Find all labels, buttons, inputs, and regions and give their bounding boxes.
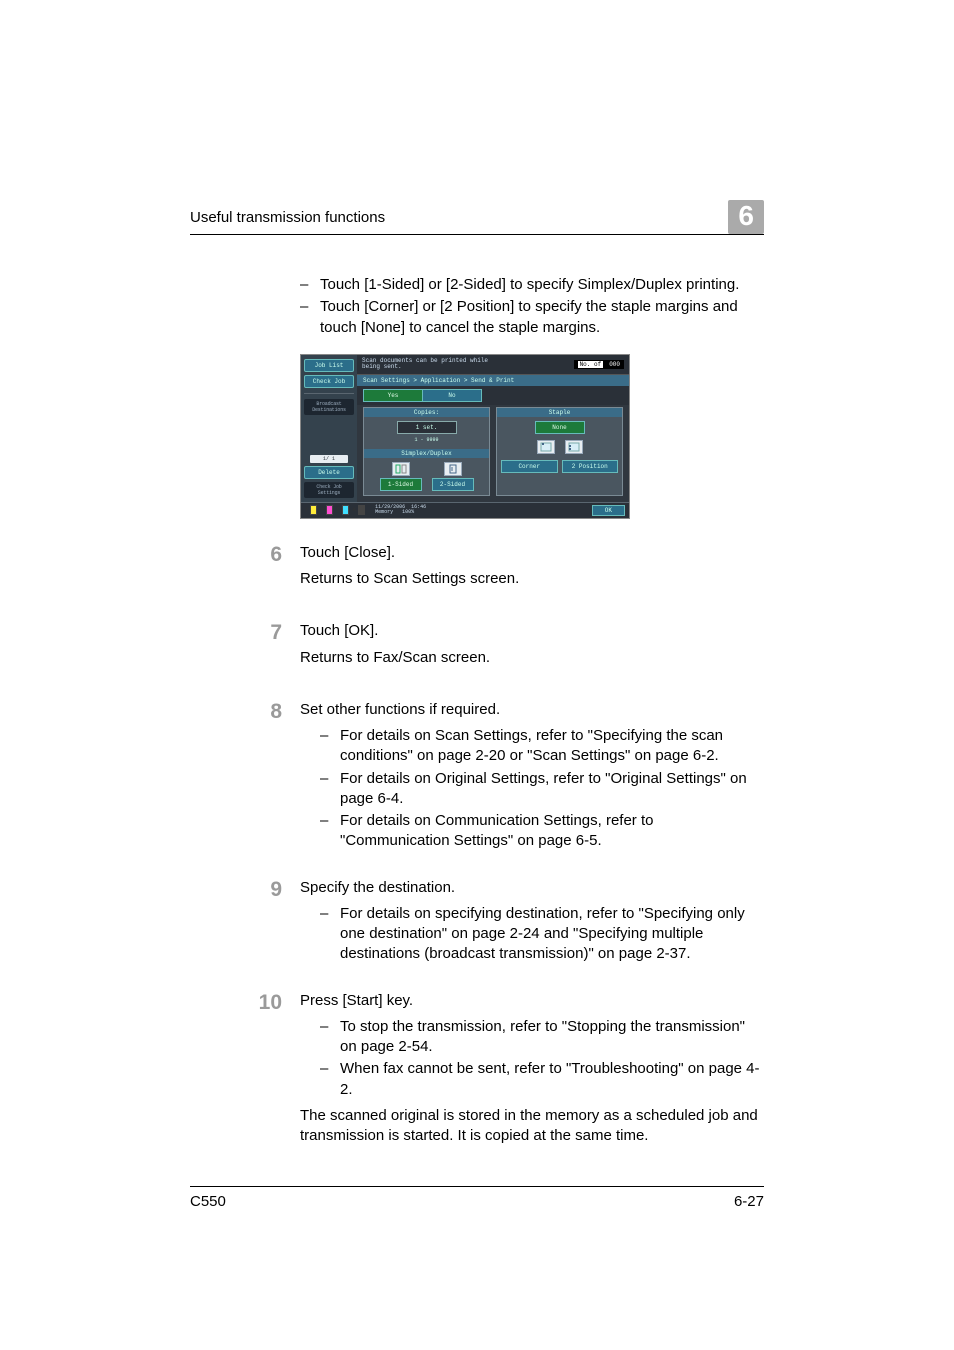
intro-bullet: – Touch [Corner] or [2 Position] to spec… bbox=[300, 297, 764, 338]
footer-page: 6-27 bbox=[734, 1193, 764, 1210]
staple-2position-icon bbox=[565, 440, 583, 454]
staple-none-button[interactable]: None bbox=[535, 421, 585, 434]
step-number: 8 bbox=[190, 700, 300, 854]
check-job-settings-button[interactable]: Check Job Settings bbox=[304, 482, 354, 498]
yes-button[interactable]: Yes bbox=[363, 389, 423, 402]
step-9: 9 Specify the destination. –For details … bbox=[190, 878, 764, 967]
staple-2position-button[interactable]: 2 Position bbox=[562, 460, 619, 473]
step-main-text: Specify the destination. bbox=[300, 878, 764, 898]
no-button[interactable]: No bbox=[422, 389, 482, 402]
bullet-dash-icon: – bbox=[320, 1017, 340, 1058]
staple-panel: Staple None bbox=[496, 407, 623, 496]
page-footer: C550 6-27 bbox=[190, 1186, 764, 1210]
step-bullet-text: For details on specifying destination, r… bbox=[340, 904, 764, 965]
header-title: Useful transmission functions bbox=[190, 209, 385, 226]
job-list-button[interactable]: Job List bbox=[304, 359, 354, 372]
toner-m-icon bbox=[326, 505, 333, 515]
toner-y-label: Y bbox=[305, 507, 308, 513]
step-main-text: Press [Start] key. bbox=[300, 991, 764, 1011]
intro-bullet-text: Touch [1-Sided] or [2-Sided] to specify … bbox=[320, 275, 764, 295]
intro-bullet: – Touch [1-Sided] or [2-Sided] to specif… bbox=[300, 275, 764, 295]
step-main-text: Set other functions if required. bbox=[300, 700, 764, 720]
toner-y-icon bbox=[310, 505, 317, 515]
simplex-duplex-title: Simplex/Duplex bbox=[364, 449, 489, 458]
step-10: 10 Press [Start] key. –To stop the trans… bbox=[190, 991, 764, 1147]
page-body: – Touch [1-Sided] or [2-Sided] to specif… bbox=[190, 275, 764, 1146]
step-8: 8 Set other functions if required. –For … bbox=[190, 700, 764, 854]
fig-counter: No. of 000 bbox=[574, 360, 624, 369]
delete-button[interactable]: Delete bbox=[304, 466, 354, 479]
ok-button[interactable]: OK bbox=[592, 505, 625, 516]
page-header: Useful transmission functions 6 bbox=[190, 200, 764, 235]
document-page: Useful transmission functions 6 – Touch … bbox=[0, 0, 954, 1350]
step-number: 9 bbox=[190, 878, 300, 967]
fig-message: Scan documents can be printed while bein… bbox=[362, 358, 488, 371]
toner-c-icon bbox=[342, 505, 349, 515]
toner-k-icon bbox=[358, 505, 365, 515]
chapter-number-badge: 6 bbox=[728, 200, 764, 234]
one-sided-icon bbox=[392, 462, 410, 476]
step-6: 6 Touch [Close]. Returns to Scan Setting… bbox=[190, 543, 764, 598]
check-job-button[interactable]: Check Job bbox=[304, 375, 354, 388]
staple-title: Staple bbox=[497, 408, 622, 417]
copies-set-box[interactable]: 1 set. bbox=[397, 421, 457, 434]
footer-model: C550 bbox=[190, 1193, 226, 1210]
bullet-dash-icon: – bbox=[320, 904, 340, 965]
step-bullet-text: For details on Communication Settings, r… bbox=[340, 811, 764, 852]
step-bullet-text: To stop the transmission, refer to "Stop… bbox=[340, 1017, 764, 1058]
two-sided-button[interactable]: 2-Sided bbox=[432, 478, 474, 491]
step-bullet-text: For details on Original Settings, refer … bbox=[340, 769, 764, 810]
bullet-dash-icon: – bbox=[320, 726, 340, 767]
bullet-dash-icon: – bbox=[300, 275, 320, 295]
step-number: 10 bbox=[190, 991, 300, 1147]
copies-panel: Copies: 1 set. 1 - 9999 Simplex/Duplex bbox=[363, 407, 490, 496]
fig-status-bar: Y M C K 11/29/2006 16:46 Memory 100% OK bbox=[301, 502, 629, 518]
status-datetime: 11/29/2006 16:46 Memory 100% bbox=[375, 505, 426, 515]
counter-value: 000 bbox=[609, 361, 620, 368]
step-number: 6 bbox=[190, 543, 300, 598]
two-sided-icon bbox=[444, 462, 462, 476]
step-bullet-text: For details on Scan Settings, refer to "… bbox=[340, 726, 764, 767]
copies-title: Copies: bbox=[364, 408, 489, 417]
fig-sidebar: Job List Check Job Broadcast Destination… bbox=[301, 355, 357, 502]
broadcast-destinations-label: Broadcast Destinations bbox=[304, 399, 354, 415]
counter-prefix: No. of bbox=[578, 361, 604, 368]
step-7: 7 Touch [OK]. Returns to Fax/Scan screen… bbox=[190, 621, 764, 676]
step-sub-text: Returns to Scan Settings screen. bbox=[300, 569, 764, 589]
staple-corner-icon bbox=[537, 440, 555, 454]
printer-ui-figure: Job List Check Job Broadcast Destination… bbox=[300, 354, 630, 519]
bullet-dash-icon: – bbox=[300, 297, 320, 338]
step-number: 7 bbox=[190, 621, 300, 676]
step-main-text: Touch [Close]. bbox=[300, 543, 764, 563]
bullet-dash-icon: – bbox=[320, 1059, 340, 1100]
one-sided-button[interactable]: 1-Sided bbox=[380, 478, 422, 491]
page-indicator: 1/ 1 bbox=[310, 455, 348, 463]
staple-corner-button[interactable]: Corner bbox=[501, 460, 558, 473]
breadcrumb: Scan Settings > Application > Send & Pri… bbox=[357, 375, 629, 386]
step-sub-text: Returns to Fax/Scan screen. bbox=[300, 648, 764, 668]
step-main-text: Touch [OK]. bbox=[300, 621, 764, 641]
step-extra-text: The scanned original is stored in the me… bbox=[300, 1106, 764, 1147]
intro-bullet-text: Touch [Corner] or [2 Position] to specif… bbox=[320, 297, 764, 338]
copies-range: 1 - 9999 bbox=[414, 437, 438, 443]
step-bullet-text: When fax cannot be sent, refer to "Troub… bbox=[340, 1059, 764, 1100]
bullet-dash-icon: – bbox=[320, 811, 340, 852]
fig-main: Scan documents can be printed while bein… bbox=[357, 355, 629, 502]
bullet-dash-icon: – bbox=[320, 769, 340, 810]
